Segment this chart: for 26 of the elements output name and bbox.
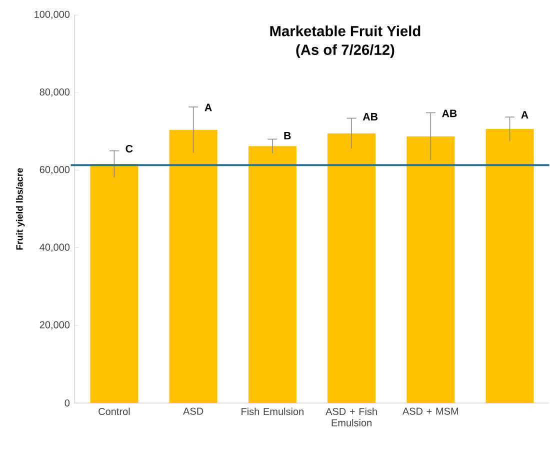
text: (As of 7/26/12) xyxy=(296,44,394,58)
y-tick-label: 20,000 xyxy=(40,321,70,330)
x-tick-label: Control xyxy=(98,408,130,416)
data-label: A xyxy=(204,104,212,112)
y-axis-title: Fruit yield lbs/acre xyxy=(16,168,25,250)
bar xyxy=(406,136,455,403)
bar xyxy=(486,129,534,403)
x-tick-label: ASD + MSM xyxy=(402,408,458,415)
data-label: AB xyxy=(442,110,457,118)
text: Marketable Fruit Yield xyxy=(270,26,420,36)
x-tick-label: ASD + Fish Emulsion xyxy=(326,408,377,426)
bar xyxy=(328,133,376,403)
bar xyxy=(169,130,218,403)
y-tick-label: 80,000 xyxy=(40,88,70,97)
data-label: AB xyxy=(362,113,378,120)
y-tick-label: 100,000 xyxy=(34,10,70,20)
data-label: A xyxy=(521,111,528,118)
x-tick-label: Fish Emulsion xyxy=(242,408,304,416)
y-tick-label: 0 xyxy=(64,399,70,407)
x-tick-label: ASD xyxy=(183,408,204,415)
y-tick-label: 40,000 xyxy=(40,244,70,252)
data-label: B xyxy=(284,132,291,140)
bar xyxy=(90,164,138,403)
y-tick-label: 60,000 xyxy=(40,166,70,174)
data-label: C xyxy=(126,144,133,152)
bar xyxy=(248,146,296,403)
